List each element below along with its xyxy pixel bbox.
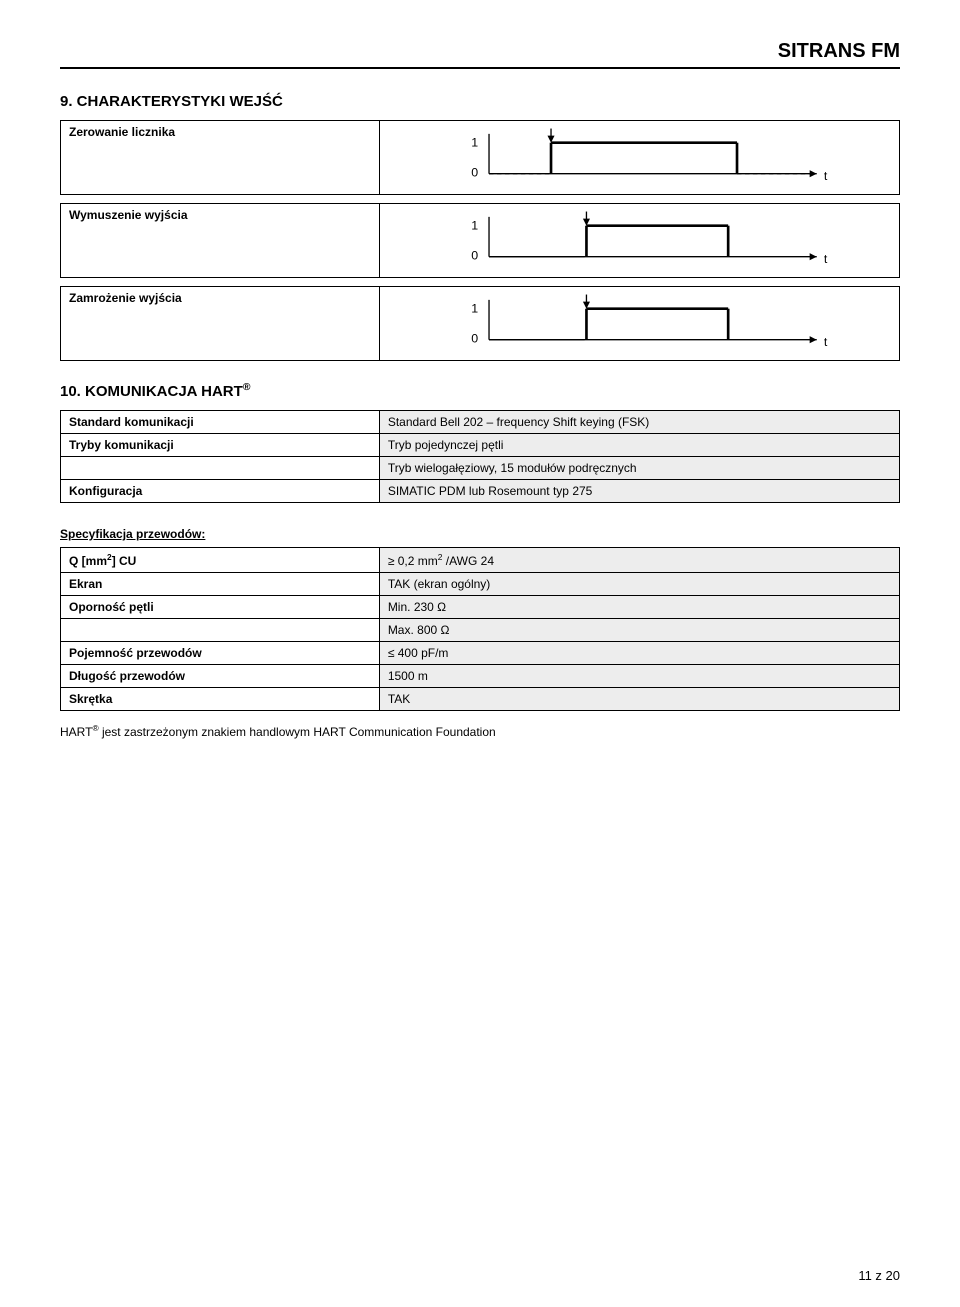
header-rule — [60, 67, 900, 69]
s10-row0-label: Standard komunikacji — [61, 411, 380, 434]
pulse-diagram-0: 1 0 t — [384, 125, 895, 187]
section9-table-2: Wymuszenie wyjścia 1 0 t — [60, 203, 900, 278]
s10-row3-value: SIMATIC PDM lub Rosemount typ 275 — [379, 480, 899, 503]
svg-text:1: 1 — [471, 135, 478, 149]
pulse-diagram-2: 1 0 t — [384, 291, 895, 353]
svg-text:t: t — [824, 169, 828, 183]
spec-row0-value: ≥ 0,2 mm2 /AWG 24 — [379, 548, 899, 573]
section9-heading: 9. CHARAKTERYSTYKI WEJŚĆ — [60, 93, 900, 110]
spec-row5-label: Długość przewodów — [61, 665, 380, 688]
svg-text:0: 0 — [471, 165, 478, 179]
svg-text:t: t — [824, 252, 828, 266]
spec-row2-label: Oporność pętli — [61, 596, 380, 619]
section10-heading-text: 10. KOMUNIKACJA HART — [60, 383, 243, 400]
spec-row1-value: TAK (ekran ogólny) — [379, 573, 899, 596]
svg-text:1: 1 — [471, 301, 478, 315]
spec-row5-value: 1500 m — [379, 665, 899, 688]
s9-row1-label: Wymuszenie wyjścia — [61, 204, 380, 278]
spec-table: Q [mm2] CU≥ 0,2 mm2 /AWG 24EkranTAK (ekr… — [60, 547, 900, 711]
s9-row2-diagram: 1 0 t — [379, 287, 899, 361]
svg-text:1: 1 — [471, 218, 478, 232]
s10-row2-value: Tryb wielogałęziowy, 15 modułów podręczn… — [379, 457, 899, 480]
spec-row3-label — [61, 619, 380, 642]
s10-row0-value: Standard Bell 202 – frequency Shift keyi… — [379, 411, 899, 434]
s10-row3-label: Konfiguracja — [61, 480, 380, 503]
s10-row2-label — [61, 457, 380, 480]
footnote-rest: jest zastrzeżonym znakiem handlowym HART… — [99, 725, 496, 739]
footnote-prefix: HART — [60, 725, 92, 739]
section9-table: Zerowanie licznika 1 0 t — [60, 120, 900, 195]
spec-row6-value: TAK — [379, 688, 899, 711]
spec-row2-value: Min. 230 Ω — [379, 596, 899, 619]
s9-row0-diagram: 1 0 t — [379, 121, 899, 195]
section10-heading: 10. KOMUNIKACJA HART® — [60, 381, 900, 400]
spec-row0-label: Q [mm2] CU — [61, 548, 380, 573]
spec-row4-value: ≤ 400 pF/m — [379, 642, 899, 665]
svg-text:t: t — [824, 335, 828, 349]
section10-table: Standard komunikacjiStandard Bell 202 – … — [60, 410, 900, 503]
spec-row4-label: Pojemność przewodów — [61, 642, 380, 665]
spec-row1-label: Ekran — [61, 573, 380, 596]
footnote: HART® jest zastrzeżonym znakiem handlowy… — [60, 723, 900, 739]
s9-row2-label: Zamrożenie wyjścia — [61, 287, 380, 361]
brand-header: SITRANS FM — [60, 40, 900, 67]
spec-row3-value: Max. 800 Ω — [379, 619, 899, 642]
s10-row1-value: Tryb pojedynczej pętli — [379, 434, 899, 457]
page-number: 11 z 20 — [858, 1268, 900, 1283]
s10-row1-label: Tryby komunikacji — [61, 434, 380, 457]
s9-row0-label: Zerowanie licznika — [61, 121, 380, 195]
section10-heading-sup: ® — [243, 381, 251, 393]
svg-text:0: 0 — [471, 331, 478, 345]
section9-table-3: Zamrożenie wyjścia 1 0 t — [60, 286, 900, 361]
spec-heading: Specyfikacja przewodów: — [60, 527, 900, 541]
svg-text:0: 0 — [471, 248, 478, 262]
spec-row6-label: Skrętka — [61, 688, 380, 711]
pulse-diagram-1: 1 0 t — [384, 208, 895, 270]
s9-row1-diagram: 1 0 t — [379, 204, 899, 278]
